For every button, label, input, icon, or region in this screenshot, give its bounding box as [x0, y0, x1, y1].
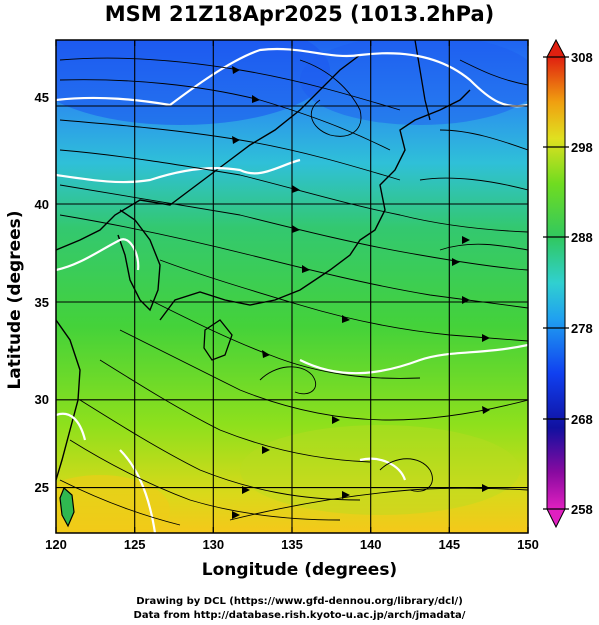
lat-lon-grid	[56, 40, 528, 533]
credit-line-2: Data from http://database.rish.kyoto-u.a…	[133, 610, 466, 621]
coastline-taiwan	[59, 486, 75, 528]
x-tick-label: 135	[281, 537, 303, 552]
y-tick-label: 35	[35, 295, 49, 310]
colorbar-ticks	[543, 56, 569, 510]
colorbar-tick-label: 268	[571, 412, 593, 427]
y-tick-label: 25	[35, 480, 49, 495]
coastline-mainland	[56, 54, 361, 251]
colorbar-tick-label: 278	[571, 321, 593, 336]
cold-area	[56, 40, 330, 125]
x-tick-marks	[55, 40, 529, 533]
x-tick-label: 125	[124, 537, 146, 552]
colorbar-tick-label: 308	[571, 50, 593, 65]
coastline-kyushu	[203, 319, 233, 361]
map-title: MSM 21Z18Apr2025 (1013.2hPa)	[104, 2, 495, 26]
x-axis-label: Longitude (degrees)	[201, 560, 398, 580]
y-tick-label: 30	[35, 392, 49, 407]
x-tick-label: 140	[360, 537, 382, 552]
colorbar-tick-label: 258	[571, 502, 593, 517]
colorbar-tick-label: 298	[571, 140, 593, 155]
colorbar-bottom-arrow	[546, 508, 566, 529]
warm-area-west	[56, 475, 170, 533]
credit-line-1: Drawing by DCL (https://www.gfd-dennou.o…	[136, 596, 463, 607]
x-tick-label: 145	[438, 537, 460, 552]
colorbar-top-arrow	[546, 38, 566, 58]
colorbar-tick-label: 288	[571, 230, 593, 245]
coastline-japan	[159, 89, 471, 321]
x-tick-label: 150	[517, 537, 539, 552]
x-tick-label: 130	[202, 537, 224, 552]
x-tick-label: 120	[45, 537, 67, 552]
colorbar	[546, 56, 566, 510]
isotherm-contours	[56, 47, 528, 533]
y-tick-label: 45	[35, 90, 49, 105]
y-axis-label: Latitude (degrees)	[5, 210, 25, 390]
y-tick-label: 40	[35, 197, 49, 212]
